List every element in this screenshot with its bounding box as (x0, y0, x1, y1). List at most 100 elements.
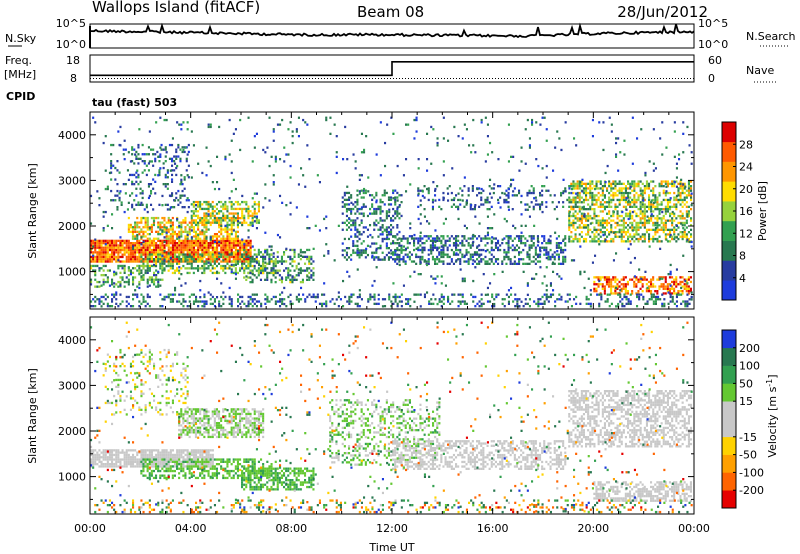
heat-cell (350, 228, 353, 231)
heat-cell (207, 205, 210, 208)
heat-cell (484, 237, 487, 240)
heat-cell (593, 203, 596, 206)
heat-cell (352, 221, 355, 224)
heat-cell (599, 224, 602, 227)
heat-cell (262, 258, 265, 261)
heat-cell (205, 300, 208, 303)
heat-cell (406, 246, 409, 249)
heat-cell (543, 237, 546, 240)
heat-cell (408, 258, 411, 261)
heat-cell (356, 198, 359, 201)
heat-cell (599, 182, 602, 185)
heat-cell (637, 180, 640, 183)
heat-cell (660, 285, 663, 288)
heat-cell (601, 231, 604, 234)
heat-cell (675, 292, 678, 295)
heat-cell (171, 262, 174, 265)
heat-cell (124, 148, 127, 151)
heat-cell (520, 239, 523, 242)
heat-cell (167, 219, 170, 222)
heat-cell (115, 248, 118, 252)
heat-cell (373, 212, 376, 215)
heat-cell (438, 298, 441, 301)
heat-cell (213, 235, 216, 238)
heat-cell (209, 255, 212, 259)
heat-cell (127, 253, 130, 256)
heat-cell (266, 278, 269, 281)
heat-cell (268, 164, 271, 168)
heat-cell (547, 300, 550, 303)
heat-cell (681, 198, 684, 202)
heat-cell (262, 264, 265, 268)
heat-cell (637, 240, 640, 243)
heat-cell (127, 151, 130, 154)
heat-cell (106, 246, 109, 249)
heat-cell (660, 219, 663, 222)
heat-cell (612, 196, 615, 199)
heat-cell (190, 223, 193, 227)
heat-cell (406, 253, 409, 256)
heat-cell (371, 203, 374, 206)
heat-cell (249, 239, 252, 242)
heat-cell (192, 200, 195, 204)
heat-cell (264, 183, 267, 186)
heat-cell (669, 205, 672, 208)
heat-cell (197, 244, 200, 247)
heat-cell (662, 224, 665, 227)
heat-cell (643, 235, 646, 238)
heat-cell (564, 255, 567, 259)
heat-cell (606, 293, 609, 296)
heat-cell (192, 271, 195, 275)
heat-cell (121, 248, 124, 252)
heat-cell (132, 271, 135, 274)
heat-cell (379, 198, 382, 201)
heat-cell (587, 233, 590, 236)
heat-cell (247, 239, 250, 242)
heat-cell (595, 276, 598, 279)
heat-cell (541, 201, 544, 204)
heat-cell (392, 258, 395, 261)
heat-cell (648, 196, 651, 199)
heat-cell (488, 258, 491, 261)
heat-cell (207, 267, 210, 270)
heat-cell (111, 293, 114, 296)
heat-cell (582, 208, 585, 211)
heat-cell (560, 248, 563, 252)
heat-cell (205, 242, 208, 245)
heat-cell (471, 237, 474, 240)
heat-cell (176, 237, 179, 240)
heat-cell (230, 268, 233, 271)
heat-cell (192, 228, 195, 231)
heat-cell (207, 207, 210, 211)
heat-cell (111, 283, 114, 286)
heat-cell (257, 274, 260, 277)
heat-cell (243, 271, 246, 275)
heat-cell (165, 260, 168, 263)
heat-cell (201, 255, 204, 259)
heat-cell (230, 216, 233, 220)
heat-cell (171, 298, 174, 301)
heat-cell (593, 240, 596, 243)
heat-cell (610, 219, 613, 222)
heat-cell (236, 271, 239, 275)
heat-cell (260, 267, 263, 270)
heat-cell (425, 235, 428, 238)
heat-cell (192, 230, 195, 233)
heat-cell (297, 135, 300, 138)
heat-cell (121, 260, 124, 263)
heat-cell (194, 210, 197, 213)
heat-cell (452, 253, 455, 256)
heat-cell (211, 181, 214, 184)
heat-cell (436, 248, 439, 252)
heat-cell (192, 226, 195, 229)
heat-cell (474, 305, 477, 308)
heat-cell (183, 178, 186, 181)
heat-cell (316, 296, 319, 299)
heat-cell (259, 271, 262, 275)
heat-cell (641, 285, 644, 288)
heat-cell (146, 246, 149, 249)
heat-cell (146, 269, 149, 272)
heat-cell (639, 287, 642, 290)
heat-cell (532, 208, 535, 211)
heat-cell (603, 292, 606, 295)
